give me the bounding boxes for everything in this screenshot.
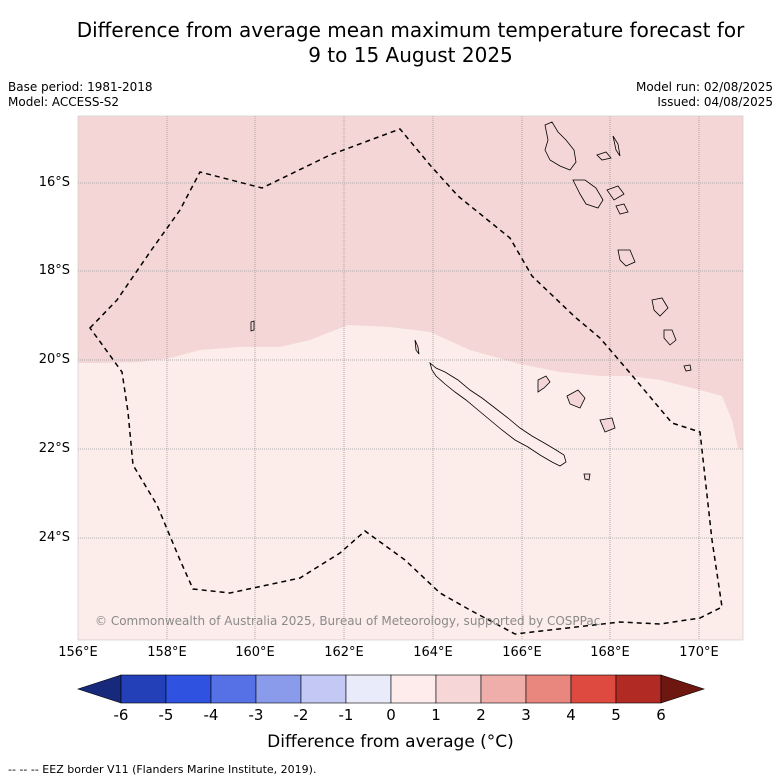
lat-label: 22°S — [38, 441, 70, 456]
colorbar-bin — [300, 674, 347, 704]
lon-label: 170°E — [679, 645, 719, 660]
model-name: Model: ACCESS-S2 — [8, 95, 120, 109]
model-run: Model run: 02/08/2025 — [635, 80, 773, 94]
colorbar-bin — [525, 674, 572, 704]
lat-label: 18°S — [38, 263, 70, 278]
colorbar-bin — [120, 674, 167, 704]
colorbar-bin — [390, 674, 437, 704]
colorbar-tick-label: 5 — [611, 706, 621, 724]
colorbar-bin — [210, 674, 257, 704]
gridlines — [78, 116, 743, 640]
colorbar — [77, 674, 705, 704]
title-line-1: Difference from average mean maximum tem… — [76, 18, 745, 42]
colorbar-bin — [480, 674, 527, 704]
lat-label: 16°S — [38, 175, 70, 190]
colorbar-tick-label: -5 — [158, 706, 174, 724]
colorbar-tick-label: 1 — [431, 706, 441, 724]
colorbar-tick-label: 2 — [476, 706, 486, 724]
lon-label: 168°E — [590, 645, 630, 660]
new-caledonia-outline — [429, 361, 567, 467]
colorbar-bin — [570, 674, 617, 704]
lat-label: 24°S — [38, 530, 70, 545]
colorbar-tick-label: -2 — [293, 706, 309, 724]
colorbar-tick-label: -1 — [338, 706, 354, 724]
colorbar-tick-label: -6 — [113, 706, 129, 724]
colorbar-bin — [255, 674, 302, 704]
colorbar-extend-high — [660, 674, 705, 704]
colorbar-bin — [435, 674, 482, 704]
colorbar-tick-label: 6 — [656, 706, 666, 724]
meta-left: Base period: 1981-2018 Model: ACCESS-S2 — [8, 80, 153, 110]
colorbar-extend-low — [77, 674, 122, 704]
colorbar-bin — [165, 674, 212, 704]
colorbar-tick-label: -3 — [248, 706, 264, 724]
issued-date: Issued: 04/08/2025 — [657, 95, 773, 109]
lon-label: 156°E — [58, 645, 98, 660]
lon-label: 166°E — [502, 645, 542, 660]
lat-label: 20°S — [38, 352, 70, 367]
title-line-2: 9 to 15 August 2025 — [308, 43, 513, 67]
lon-label: 160°E — [235, 645, 275, 660]
lon-label: 162°E — [324, 645, 364, 660]
colorbar-title: Difference from average (°C) — [267, 732, 514, 752]
colorbar-tick-label: -4 — [203, 706, 219, 724]
map-title: Difference from average mean maximum tem… — [0, 18, 781, 68]
colorbar-tick-label: 4 — [566, 706, 576, 724]
lon-label: 158°E — [147, 645, 187, 660]
anomaly-region-1-2 — [78, 116, 743, 450]
map-frame — [77, 115, 744, 641]
copyright-notice: © Commonwealth of Australia 2025, Bureau… — [95, 614, 601, 628]
colorbar-bin — [615, 674, 662, 704]
colorbar-tick-label: 3 — [521, 706, 531, 724]
islands — [250, 121, 692, 481]
base-period: Base period: 1981-2018 — [8, 80, 153, 94]
colorbar-tick-label: 0 — [386, 706, 396, 724]
eez-border — [89, 128, 723, 635]
lon-label: 164°E — [413, 645, 453, 660]
colorbar-bin — [345, 674, 392, 704]
meta-right: Model run: 02/08/2025 Issued: 04/08/2025 — [636, 80, 773, 110]
eez-legend-note: -- -- -- EEZ border V11 (Flanders Marine… — [8, 763, 317, 776]
